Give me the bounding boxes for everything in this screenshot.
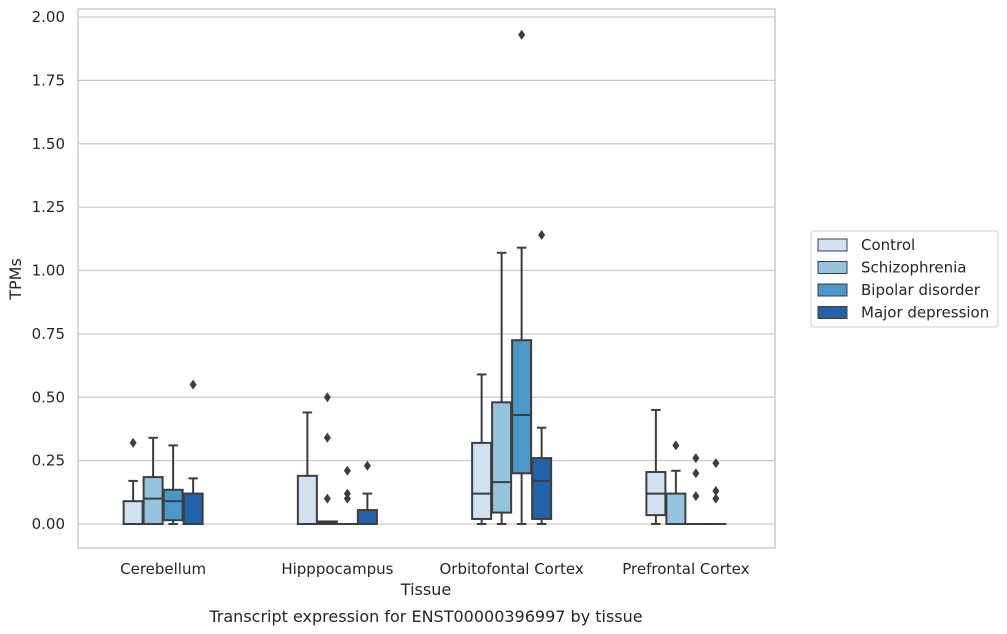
box-control bbox=[122, 437, 144, 525]
y-tick-label: 1.75 bbox=[32, 71, 65, 89]
legend-entry: Control bbox=[861, 236, 915, 254]
box-schizophrenia bbox=[491, 251, 513, 525]
y-tick-label: 1.00 bbox=[32, 262, 65, 280]
box-iqr bbox=[122, 500, 144, 525]
legend: Control Schizophrenia Bipolar disorder Majo… bbox=[810, 230, 999, 328]
legend-entry: Major depression bbox=[861, 304, 989, 322]
gridlines bbox=[78, 16, 775, 525]
x-tick-label: Hipppocampus bbox=[281, 560, 393, 578]
box-iqr bbox=[665, 492, 687, 525]
box-control bbox=[645, 408, 667, 525]
outlier-point bbox=[363, 460, 371, 471]
box-iqr bbox=[182, 492, 204, 525]
outlier-point bbox=[129, 437, 137, 448]
box-iqr bbox=[142, 476, 164, 526]
box-iqr bbox=[296, 474, 318, 525]
box-schizophrenia bbox=[316, 392, 338, 526]
plot-frame bbox=[77, 8, 776, 549]
box-bipolar-disorder bbox=[685, 453, 707, 526]
y-tick-label: 0.00 bbox=[32, 515, 65, 533]
box-major-depression bbox=[531, 230, 553, 525]
outlier-point bbox=[343, 488, 351, 499]
x-tick-label: Prefrontal Cortex bbox=[622, 560, 749, 578]
box-iqr bbox=[531, 457, 553, 520]
outlier-point bbox=[712, 486, 720, 497]
legend-swatch bbox=[817, 283, 848, 297]
y-tick-label: 0.50 bbox=[32, 388, 65, 406]
box-schizophrenia bbox=[142, 436, 164, 526]
box-bipolar-disorder bbox=[162, 444, 184, 525]
y-tick-label: 2.00 bbox=[32, 8, 65, 26]
outlier-point bbox=[343, 465, 351, 476]
x-tick-labels: Cerebellum Hipppocampus Orbitofontal Corte… bbox=[120, 560, 749, 578]
outlier-point bbox=[692, 491, 700, 502]
outlier-point bbox=[712, 458, 720, 469]
y-tick-labels: 0.00 0.25 0.50 0.75 1.00 1.25 1.50 1.75 2.00 bbox=[32, 8, 65, 533]
outlier-point bbox=[692, 453, 700, 464]
box-bipolar-disorder bbox=[336, 465, 358, 526]
box-bipolar-disorder bbox=[511, 29, 533, 525]
legend-frame bbox=[810, 230, 999, 328]
outlier-point bbox=[189, 379, 197, 390]
outlier-point bbox=[672, 440, 680, 451]
legend-swatch bbox=[817, 261, 848, 274]
box-control bbox=[296, 411, 318, 525]
outlier-point bbox=[712, 493, 720, 504]
outlier-point bbox=[538, 230, 546, 241]
outlier-point bbox=[518, 29, 526, 40]
box-iqr bbox=[511, 339, 533, 475]
x-tick-label: Orbitofontal Cortex bbox=[440, 560, 584, 578]
outlier-point bbox=[692, 468, 700, 479]
outlier-point bbox=[323, 493, 331, 504]
outlier-point bbox=[323, 432, 331, 443]
box-major-depression bbox=[356, 460, 378, 525]
x-axis-label: Tissue bbox=[400, 580, 451, 599]
box-iqr bbox=[491, 401, 513, 514]
box-major-depression bbox=[705, 458, 727, 526]
outlier-point bbox=[343, 493, 351, 504]
y-tick-label: 1.25 bbox=[32, 198, 65, 216]
box-iqr bbox=[356, 509, 378, 525]
box-iqr bbox=[162, 488, 184, 522]
legend-swatch bbox=[817, 238, 848, 252]
box-iqr bbox=[471, 441, 493, 520]
y-tick-label: 1.50 bbox=[32, 135, 65, 153]
chart-caption: Transcript expression for ENST0000039699… bbox=[208, 607, 642, 626]
box-schizophrenia bbox=[665, 440, 687, 525]
legend-entry: Bipolar disorder bbox=[861, 281, 981, 299]
y-tick-label: 0.25 bbox=[32, 452, 65, 470]
x-tick-label: Cerebellum bbox=[120, 560, 206, 578]
boxes bbox=[122, 29, 727, 526]
y-axis-label: TPMs bbox=[6, 258, 25, 301]
legend-swatch bbox=[817, 306, 848, 319]
box-major-depression bbox=[182, 379, 204, 525]
y-tick-label: 0.75 bbox=[32, 325, 65, 343]
legend-entry: Schizophrenia bbox=[861, 259, 966, 277]
outlier-point bbox=[323, 392, 331, 403]
